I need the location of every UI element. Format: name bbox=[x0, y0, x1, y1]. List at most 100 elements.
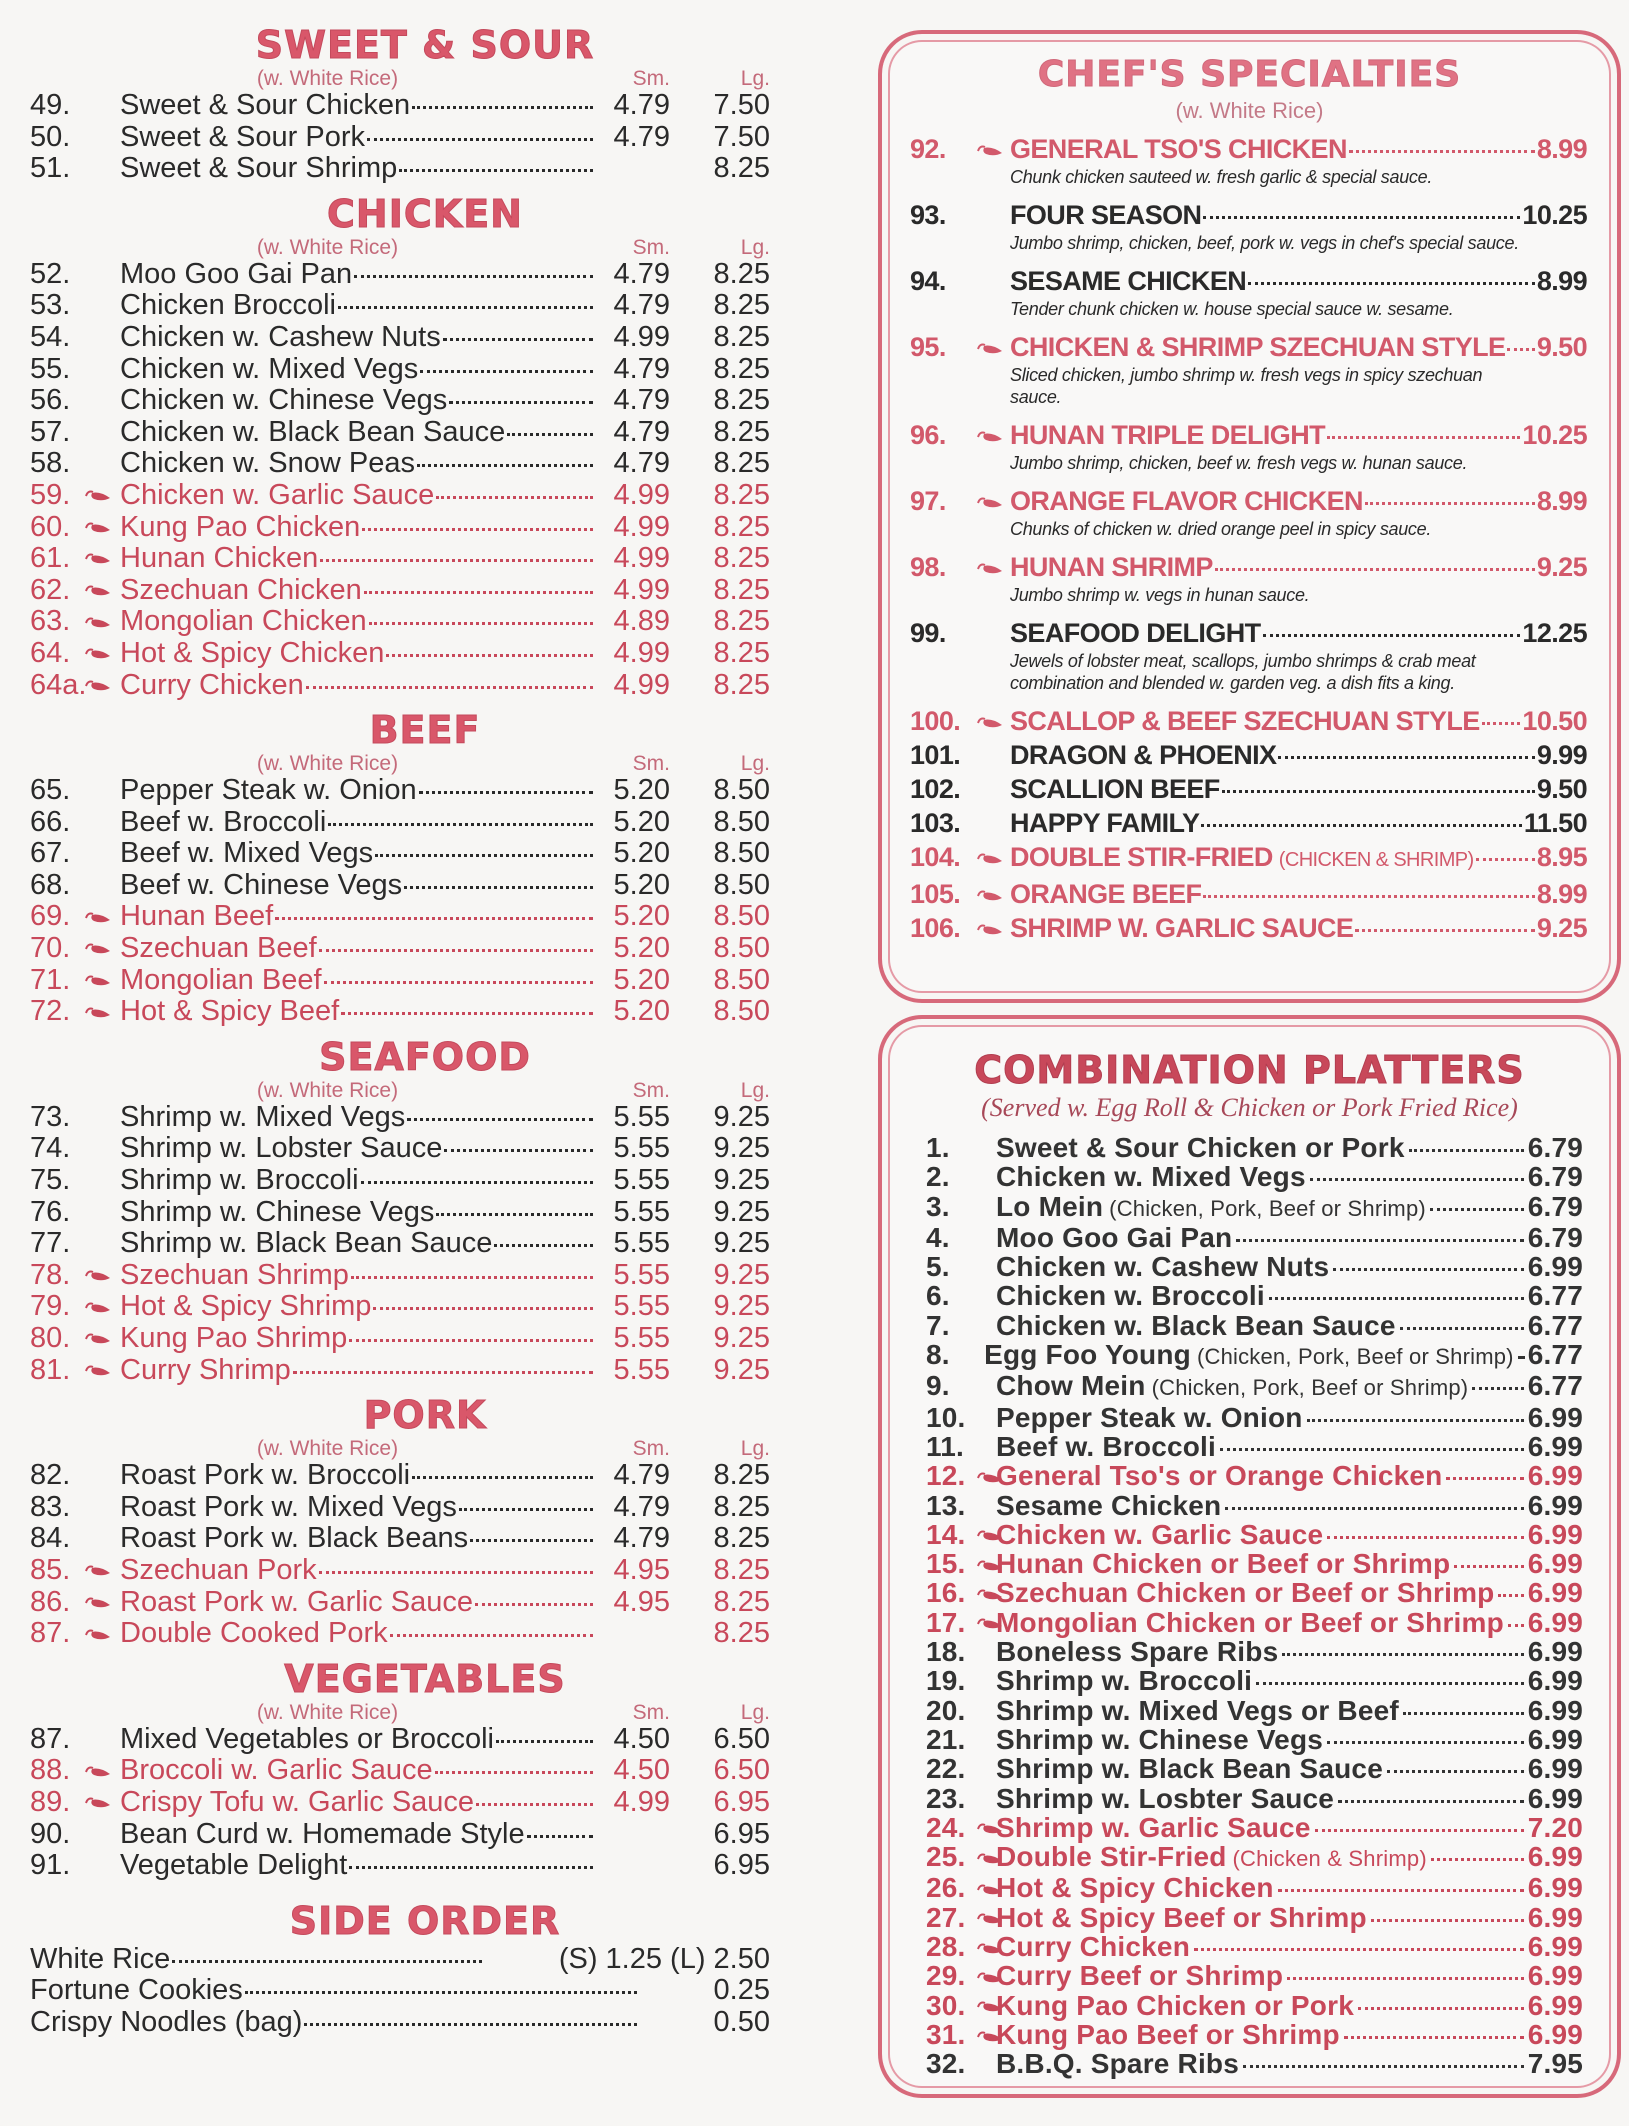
dot-leader bbox=[1370, 1918, 1524, 1922]
item-name: Chicken w. Garlic Sauce bbox=[996, 1518, 1324, 1550]
combo-item: 26. Hot & Spicy Chicken 6.99 bbox=[926, 1873, 1583, 1903]
menu-item: 51. Sweet & Sour Shrimp 8.25 bbox=[30, 153, 780, 185]
dot-leader bbox=[1517, 1356, 1524, 1360]
small-price: 5.20 bbox=[613, 932, 670, 965]
item-number: 58. bbox=[30, 447, 71, 480]
item-price: 6.99 bbox=[1527, 1901, 1583, 1933]
hot-pepper-icon bbox=[84, 543, 120, 575]
item-note: (Chicken, Pork, Beef or Shrimp) bbox=[1196, 1344, 1514, 1370]
item-name: Mongolian Beef bbox=[120, 963, 322, 996]
section-subtitle: (w. White Rice) bbox=[256, 235, 399, 259]
item-name: Roast Pork w. Broccoli bbox=[120, 1459, 411, 1492]
small-price: 4.79 bbox=[613, 384, 670, 417]
item-name: Shrimp w. Black Bean Sauce bbox=[120, 1227, 493, 1260]
large-price: 6.95 bbox=[713, 1785, 770, 1818]
dot-leader bbox=[1282, 1653, 1524, 1657]
combo-item: 8. Egg Foo Young (Chicken, Pork, Beef or S… bbox=[926, 1340, 1583, 1371]
small-price: 4.79 bbox=[613, 89, 670, 121]
large-price: 8.25 bbox=[713, 1522, 770, 1555]
dot-leader bbox=[1268, 1297, 1524, 1301]
combo-item: 29. Curry Beef or Shrimp 6.99 bbox=[926, 1961, 1583, 1991]
dot-leader bbox=[407, 1117, 593, 1121]
dot-leader bbox=[1262, 634, 1521, 637]
item-number: 22. bbox=[926, 1753, 966, 1785]
combo-item: 14. Chicken w. Garlic Sauce 6.99 bbox=[926, 1518, 1583, 1550]
item-name: Shrimp w. Broccoli bbox=[996, 1665, 1253, 1697]
hot-pepper-icon bbox=[976, 1549, 1002, 1578]
item-number: 67. bbox=[30, 837, 71, 870]
item-price: 6.99 bbox=[1527, 1723, 1583, 1755]
large-price: 8.25 bbox=[713, 152, 770, 185]
combo-item: 16. Szechuan Chicken or Beef or Shrimp 6.9… bbox=[926, 1577, 1583, 1609]
combination-platters-title: COMBINATION PLATTERS bbox=[974, 1048, 1525, 1093]
menu-item: 50. Sweet & Sour Pork 4.79 7.50 bbox=[30, 121, 780, 154]
small-price: 4.99 bbox=[613, 1785, 670, 1818]
small-price: 4.79 bbox=[613, 447, 670, 480]
dot-leader bbox=[1327, 1535, 1524, 1539]
dot-leader bbox=[1287, 1977, 1524, 1981]
item-name: Pepper Steak w. Onion bbox=[120, 774, 417, 807]
large-price: 6.50 bbox=[713, 1722, 770, 1755]
item-number: 79. bbox=[30, 1290, 71, 1323]
item-number: 4. bbox=[926, 1221, 950, 1253]
item-number: 16. bbox=[926, 1577, 966, 1609]
item-name: Beef w. Mixed Vegs bbox=[120, 837, 374, 870]
item-price: 9.50 bbox=[1536, 332, 1588, 362]
hot-pepper-icon bbox=[976, 1873, 1002, 1902]
item-number: 64a. bbox=[30, 668, 87, 701]
dot-leader bbox=[375, 854, 593, 858]
small-size-label: Sm. bbox=[632, 752, 670, 776]
small-price: 4.99 bbox=[613, 320, 670, 353]
item-description: Jumbo shrimp, chicken, beef, pork w. veg… bbox=[1010, 233, 1519, 253]
item-name: Double Cooked Pork bbox=[120, 1617, 388, 1650]
menu-item: 85. Szechuan Pork 4.95 8.25 bbox=[30, 1554, 780, 1587]
large-price: 8.25 bbox=[713, 257, 770, 290]
small-price: 4.99 bbox=[613, 478, 670, 511]
item-name: Beef w. Broccoli bbox=[996, 1430, 1216, 1462]
small-size-label: Sm. bbox=[632, 1437, 670, 1461]
item-name: HUNAN TRIPLE DELIGHT bbox=[1010, 420, 1326, 450]
hot-pepper-icon bbox=[84, 1260, 120, 1292]
item-name: Hot & Spicy Chicken bbox=[120, 636, 385, 669]
hot-pepper-icon bbox=[84, 606, 120, 638]
small-price: 5.55 bbox=[613, 1164, 670, 1197]
large-price: (S) 1.25 (L) 2.50 bbox=[558, 1942, 770, 1975]
item-name: Chicken w. Cashew Nuts bbox=[996, 1251, 1330, 1283]
large-size-label: Lg. bbox=[740, 67, 770, 90]
dot-leader bbox=[1475, 858, 1535, 861]
specialty-item: 101. DRAGON & PHOENIX 9.99 bbox=[910, 738, 1588, 772]
item-number: 75. bbox=[30, 1164, 71, 1197]
item-name: Broccoli w. Garlic Sauce bbox=[120, 1754, 433, 1787]
item-name: Curry Chicken bbox=[120, 668, 304, 701]
dot-leader bbox=[320, 559, 593, 563]
item-price: 6.77 bbox=[1527, 1370, 1583, 1402]
item-name: Hot & Spicy Beef or Shrimp bbox=[996, 1901, 1367, 1933]
menu-item: 66. Beef w. Broccoli 5.20 8.50 bbox=[30, 806, 780, 839]
large-price: 0.50 bbox=[713, 2005, 770, 2038]
combo-item: 21. Shrimp w. Chinese Vegs 6.99 bbox=[926, 1723, 1583, 1755]
item-name: Shrimp w. Black Bean Sauce bbox=[996, 1753, 1383, 1785]
dot-leader bbox=[244, 1991, 637, 1995]
combination-platters-subtitle: (Served w. Egg Roll & Chicken or Pork Fr… bbox=[981, 1093, 1518, 1122]
item-name: SCALLION BEEF bbox=[1010, 774, 1220, 804]
item-price: 6.99 bbox=[1527, 1989, 1583, 2021]
combination-platters-list: 1. Sweet & Sour Chicken or Pork 6.79 2. Chic… bbox=[882, 1129, 1617, 2079]
item-name: Egg Foo Young bbox=[984, 1339, 1191, 1371]
item-name: SEAFOOD DELIGHT bbox=[1010, 618, 1261, 648]
menu-item: 90. Bean Curd w. Homemade Style 6.95 bbox=[30, 1818, 780, 1851]
large-price: 8.50 bbox=[713, 932, 770, 965]
dot-leader bbox=[1314, 1828, 1524, 1832]
small-price: 4.79 bbox=[613, 289, 670, 322]
dot-leader bbox=[341, 1012, 593, 1016]
item-price: 6.77 bbox=[1527, 1280, 1583, 1312]
hot-pepper-icon bbox=[976, 1903, 1002, 1932]
dot-leader bbox=[1364, 502, 1535, 505]
item-number: 84. bbox=[30, 1522, 71, 1555]
menu-item: 63. Mongolian Chicken 4.89 8.25 bbox=[30, 606, 780, 638]
item-number: 14. bbox=[926, 1518, 966, 1550]
menu-item: 83. Roast Pork w. Mixed Vegs 4.79 8.25 bbox=[30, 1491, 780, 1524]
item-number: 57. bbox=[30, 415, 71, 448]
section-title: PORK bbox=[363, 1393, 487, 1438]
menu-section: CHICKEN (w. White Rice) Sm. Lg. 52. Moo Goo G… bbox=[30, 191, 780, 701]
item-number: 105. bbox=[910, 879, 961, 909]
